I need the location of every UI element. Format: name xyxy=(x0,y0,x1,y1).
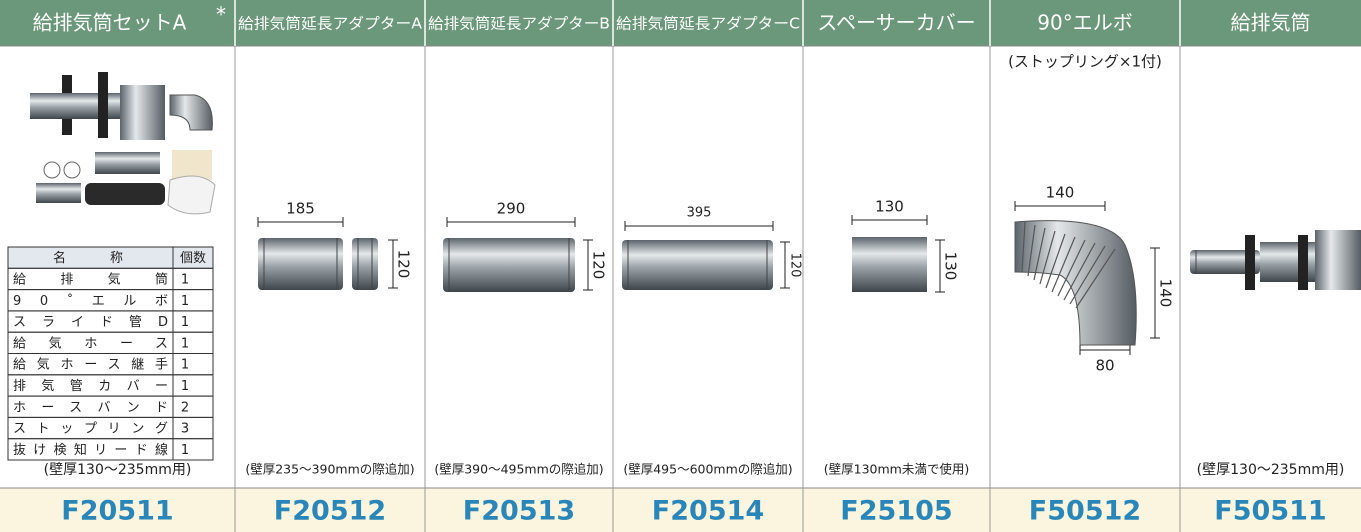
part-qty: 2 xyxy=(181,400,189,415)
elbow-rib xyxy=(1033,227,1046,281)
part-qty: 個数 xyxy=(180,251,206,266)
part-qty: 1 xyxy=(181,315,189,330)
elbow-rib xyxy=(1027,224,1036,277)
column-title: スペーサーカバー xyxy=(817,11,975,35)
flange xyxy=(98,72,108,138)
pipe xyxy=(95,152,160,174)
product-code: F20511 xyxy=(61,496,173,527)
pipe xyxy=(1190,250,1260,274)
product-code: F20513 xyxy=(463,496,575,527)
part-qty: 1 xyxy=(181,379,189,394)
part-qty: 1 xyxy=(181,443,189,458)
pipe xyxy=(443,238,575,292)
dimension: 80 xyxy=(1095,357,1114,375)
elbow-rib xyxy=(1051,236,1076,293)
pipe xyxy=(1315,230,1361,290)
header-bg xyxy=(0,0,1361,46)
note: (壁厚130mm未満で使用) xyxy=(824,462,969,477)
part-qty: 1 xyxy=(181,272,189,287)
flange xyxy=(1298,235,1308,290)
column-title: 給排気筒 xyxy=(1231,11,1311,35)
elbow-rib xyxy=(1069,245,1106,305)
pipe xyxy=(852,237,927,292)
band xyxy=(63,161,81,179)
column-title: 給排気筒セットA xyxy=(33,11,187,35)
dimension: 120 xyxy=(590,251,608,280)
part-name: 給気ホース継手 xyxy=(13,357,168,373)
part-name: 抜け検知リード線 xyxy=(13,442,168,458)
elbow-rib xyxy=(1021,221,1026,273)
bag xyxy=(167,175,216,215)
product-code: F50511 xyxy=(1214,496,1326,527)
hose xyxy=(85,183,165,205)
title-mark: * xyxy=(216,3,226,27)
dimension: 395 xyxy=(687,206,712,221)
part-qty: 1 xyxy=(181,358,189,373)
elbow-rib xyxy=(1045,233,1066,289)
flange xyxy=(1245,235,1255,290)
part-qty: 1 xyxy=(181,294,189,309)
elbow xyxy=(169,94,213,131)
elbow-rib xyxy=(1063,242,1096,301)
part-name: 給気ホース xyxy=(13,335,168,351)
pipe xyxy=(36,183,81,203)
band xyxy=(43,161,61,179)
product-code: F25105 xyxy=(840,496,952,527)
dimension: 140 xyxy=(1046,184,1075,202)
cover xyxy=(172,150,212,180)
dimension: 120 xyxy=(788,253,803,278)
table-row xyxy=(7,438,214,461)
elbow-rib xyxy=(1075,248,1116,309)
pipe xyxy=(352,238,378,290)
column-title: 給排気筒延長アダプターA xyxy=(238,15,423,33)
code-bg xyxy=(0,488,1361,532)
pipe xyxy=(622,240,773,290)
column-title: 給排気筒延長アダプターB xyxy=(428,15,610,33)
part-name: 排気管カバー xyxy=(13,378,168,394)
note: (壁厚130～235mm用) xyxy=(1197,462,1345,478)
note: (壁厚130～235mm用) xyxy=(44,462,192,478)
pipe xyxy=(120,85,165,140)
pipe xyxy=(258,238,343,290)
dimension: 185 xyxy=(286,200,315,218)
elbow-rib xyxy=(1039,230,1056,285)
dimension: 140 xyxy=(1157,279,1175,308)
part-name: 給排気筒 xyxy=(13,271,168,287)
elbow-rib xyxy=(1057,239,1086,297)
product-code: F20514 xyxy=(652,496,764,527)
dimension: 130 xyxy=(875,198,904,216)
part-qty: 1 xyxy=(181,336,189,351)
pipe xyxy=(1260,242,1320,282)
note: (壁厚390～495mmの際追加) xyxy=(434,462,603,477)
product-code: F20512 xyxy=(274,496,386,527)
dimension: 120 xyxy=(395,250,413,279)
part-name: ホースバンド xyxy=(13,400,168,415)
part-name: スライド管D xyxy=(13,315,168,330)
dimension: 290 xyxy=(497,200,526,218)
dimension: 130 xyxy=(942,252,960,281)
note: (壁厚495～600mmの際追加) xyxy=(623,462,792,477)
product-code: F50512 xyxy=(1029,496,1141,527)
table-head-bg xyxy=(8,247,213,269)
part-name: 90˚エルボ xyxy=(13,293,168,309)
part-qty: 3 xyxy=(181,422,189,437)
column-title: 給排気筒延長アダプターC xyxy=(616,15,800,33)
caption: (ストップリング×1付) xyxy=(1008,53,1162,71)
note: (壁厚235～390mmの際追加) xyxy=(245,462,414,477)
part-name: ストップリング xyxy=(13,422,168,437)
column-title: 90°エルボ xyxy=(1037,11,1132,35)
